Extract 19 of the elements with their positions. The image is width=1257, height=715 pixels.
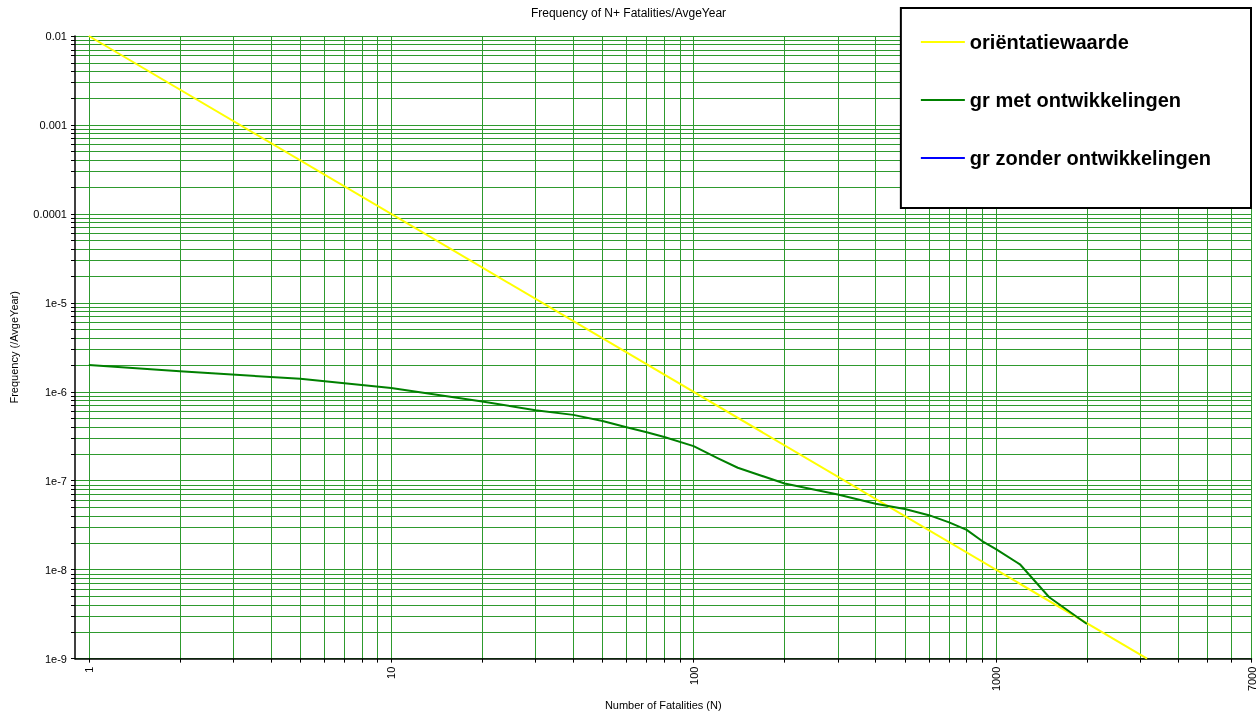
- y-tick-label: 0.0001: [33, 207, 67, 220]
- x-tick-label: 1: [82, 666, 95, 673]
- legend-label: gr zonder ontwikkelingen: [969, 147, 1212, 169]
- x-axis-title: Number of Fatalities (N): [604, 698, 722, 711]
- y-tick-label: 1e-8: [44, 563, 67, 576]
- x-tick-label: 7000: [1245, 666, 1257, 692]
- y-tick-label: 1e-6: [44, 385, 67, 398]
- legend-label: oriëntatiewaarde: [969, 31, 1129, 53]
- y-axis-title: Frequency (/AvgeYear): [7, 291, 20, 404]
- y-tick-label: 1e-7: [44, 474, 67, 487]
- x-tick-label: 10: [385, 666, 398, 679]
- y-tick-label: 0.001: [39, 118, 67, 131]
- y-tick-label: 0.01: [45, 30, 67, 42]
- chart-title: Frequency of N+ Fatalities/AvgeYear: [530, 6, 727, 20]
- x-tick-label: 100: [687, 666, 700, 685]
- x-tick-label: 1000: [989, 666, 1002, 692]
- y-tick-label: 1e-5: [44, 296, 67, 309]
- y-tick-label: 1e-9: [44, 652, 67, 665]
- legend-label: gr met ontwikkelingen: [969, 89, 1182, 111]
